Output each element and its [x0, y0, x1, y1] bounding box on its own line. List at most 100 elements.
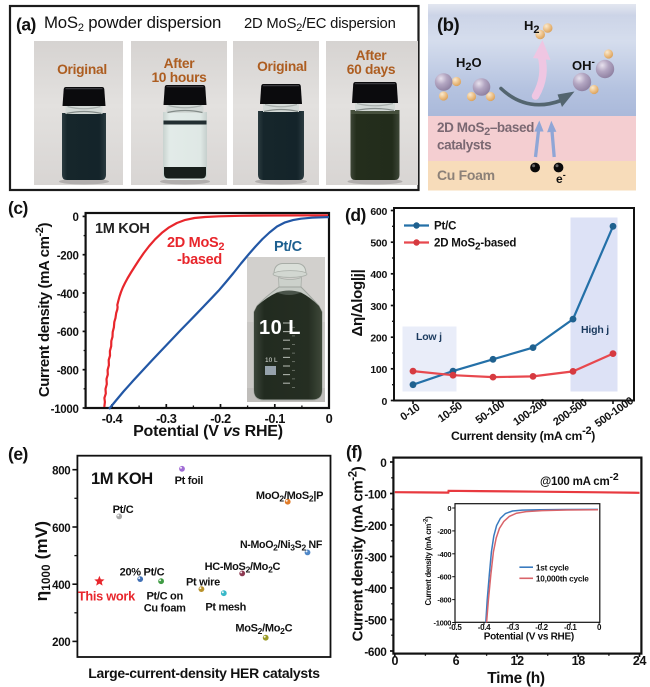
svg-text:0: 0: [381, 396, 387, 408]
svg-text:300: 300: [370, 301, 387, 313]
svg-text:-800: -800: [437, 596, 451, 605]
svg-text:600: 600: [370, 206, 387, 218]
svg-text:OH-: OH-: [572, 57, 595, 73]
svg-text:800: 800: [52, 466, 70, 478]
svg-text:60 days: 60 days: [347, 62, 396, 77]
svg-text:Pt/C: Pt/C: [434, 221, 456, 233]
svg-text:24: 24: [633, 654, 647, 668]
svg-text:10 L: 10 L: [259, 317, 301, 339]
svg-text:HC-MoS2/Mo2C: HC-MoS2/Mo2C: [205, 561, 281, 575]
svg-text:400: 400: [370, 269, 387, 281]
svg-text:Large-current-density HER cata: Large-current-density HER catalysts: [88, 665, 320, 681]
svg-text:12: 12: [510, 654, 524, 668]
svg-text:-400: -400: [57, 289, 79, 301]
svg-text:MoO2/MoS2|P: MoO2/MoS2|P: [256, 490, 323, 504]
svg-text:1M KOH: 1M KOH: [95, 221, 150, 237]
svg-text:18: 18: [572, 654, 586, 668]
svg-text:0: 0: [447, 504, 451, 513]
svg-text:Pt wire: Pt wire: [186, 577, 220, 589]
svg-text:e-: e-: [556, 170, 566, 186]
svg-text:0: 0: [391, 654, 398, 668]
svg-text:MoS2 powder dispersion: MoS2 powder dispersion: [44, 13, 221, 34]
svg-text:-1000: -1000: [434, 619, 452, 628]
svg-text:Pt/C: Pt/C: [274, 239, 303, 255]
svg-text:-200: -200: [57, 251, 79, 263]
svg-text:Current density (mA cm-2): Current density (mA cm-2): [34, 222, 53, 397]
svg-text:200: 200: [52, 637, 70, 649]
svg-text:@100 mA cm-2: @100 mA cm-2: [540, 471, 619, 488]
svg-text:-600: -600: [437, 573, 451, 582]
svg-text:MoS2/Mo2C: MoS2/Mo2C: [235, 623, 292, 637]
svg-text:200: 200: [370, 333, 387, 345]
svg-text:-600: -600: [57, 327, 79, 339]
svg-text:-400: -400: [437, 550, 451, 559]
svg-text:Δη/Δlog|j|: Δη/Δlog|j|: [349, 269, 366, 336]
svg-text:10 hours: 10 hours: [151, 70, 207, 85]
svg-text:N-MoO2/Ni3S2 NF: N-MoO2/Ni3S2 NF: [240, 539, 323, 553]
svg-text:2D MoS2/EC dispersion: 2D MoS2/EC dispersion: [244, 16, 396, 34]
svg-text:Original: Original: [57, 62, 107, 77]
svg-text:0: 0: [380, 456, 387, 470]
svg-text:Original: Original: [257, 59, 307, 74]
svg-text:Low j: Low j: [416, 331, 442, 343]
svg-text:-400: -400: [364, 582, 387, 596]
svg-text:Cu foam: Cu foam: [144, 603, 186, 615]
svg-text:-0.1: -0.1: [265, 411, 286, 426]
svg-text:-based: -based: [177, 252, 222, 268]
svg-text:(c): (c): [8, 198, 28, 218]
svg-text:2D MoS2–based: 2D MoS2–based: [437, 120, 534, 138]
svg-text:-0.3: -0.3: [156, 411, 177, 426]
svg-text:-0.4: -0.4: [478, 623, 491, 632]
svg-text:6: 6: [453, 654, 460, 668]
svg-text:-0.4: -0.4: [102, 411, 124, 426]
svg-text:-200: -200: [364, 519, 387, 533]
svg-text:(a): (a): [16, 15, 36, 35]
svg-text:Potential (V vs RHE): Potential (V vs RHE): [133, 423, 283, 440]
svg-text:Pt foil: Pt foil: [175, 475, 204, 487]
svg-text:1st cycle: 1st cycle: [536, 563, 569, 572]
svg-text:After: After: [356, 48, 388, 63]
svg-text:Pt/C: Pt/C: [113, 504, 134, 516]
svg-text:0: 0: [72, 212, 78, 224]
svg-text:100: 100: [370, 364, 387, 376]
svg-text:H2O: H2O: [456, 55, 482, 73]
svg-text:Time (h): Time (h): [487, 670, 545, 687]
svg-text:20% Pt/C: 20% Pt/C: [120, 567, 165, 579]
svg-text:1M KOH: 1M KOH: [91, 470, 153, 488]
svg-text:After: After: [164, 56, 196, 71]
svg-text:(f): (f): [346, 442, 362, 462]
svg-text:This work: This work: [78, 589, 136, 604]
svg-text:-600: -600: [364, 645, 387, 659]
svg-text:(b): (b): [437, 14, 459, 35]
svg-text:Current density (mA cm-2): Current density (mA cm-2): [348, 466, 367, 641]
svg-text:-800: -800: [57, 366, 79, 378]
svg-text:-500: -500: [364, 614, 387, 628]
svg-text:(e): (e): [8, 444, 28, 464]
svg-text:Pt/C on: Pt/C on: [146, 591, 183, 603]
svg-text:Current density (mA cm-2): Current density (mA cm-2): [423, 516, 434, 606]
svg-text:2D MoS2-based: 2D MoS2-based: [434, 238, 516, 253]
svg-text:10 L: 10 L: [265, 357, 278, 364]
svg-text:High j: High j: [581, 324, 609, 336]
svg-text:Pt mesh: Pt mesh: [205, 602, 246, 614]
svg-text:-300: -300: [364, 551, 387, 565]
svg-text:Cu Foam: Cu Foam: [437, 167, 495, 183]
svg-text:-0.2: -0.2: [535, 623, 548, 632]
svg-text:10,000th cycle: 10,000th cycle: [536, 575, 589, 584]
svg-text:0: 0: [326, 411, 333, 426]
svg-text:2D MoS2: 2D MoS2: [167, 235, 224, 253]
svg-text:-0.1: -0.1: [564, 623, 577, 632]
svg-text:catalysts: catalysts: [437, 138, 491, 153]
svg-text:500: 500: [370, 238, 387, 250]
svg-text:-200: -200: [437, 527, 451, 536]
svg-text:400: 400: [52, 580, 70, 592]
svg-text:600: 600: [52, 523, 70, 535]
svg-text:-0.5: -0.5: [449, 623, 462, 632]
svg-text:0: 0: [597, 623, 602, 632]
svg-text:-0.3: -0.3: [507, 623, 520, 632]
svg-text:-100: -100: [364, 488, 387, 502]
svg-text:-1000: -1000: [51, 404, 79, 416]
svg-text:(d): (d): [345, 205, 366, 225]
svg-text:Potential (V vs RHE): Potential (V vs RHE): [484, 632, 574, 643]
svg-text:Current density (mA cm-2): Current density (mA cm-2): [451, 425, 595, 443]
